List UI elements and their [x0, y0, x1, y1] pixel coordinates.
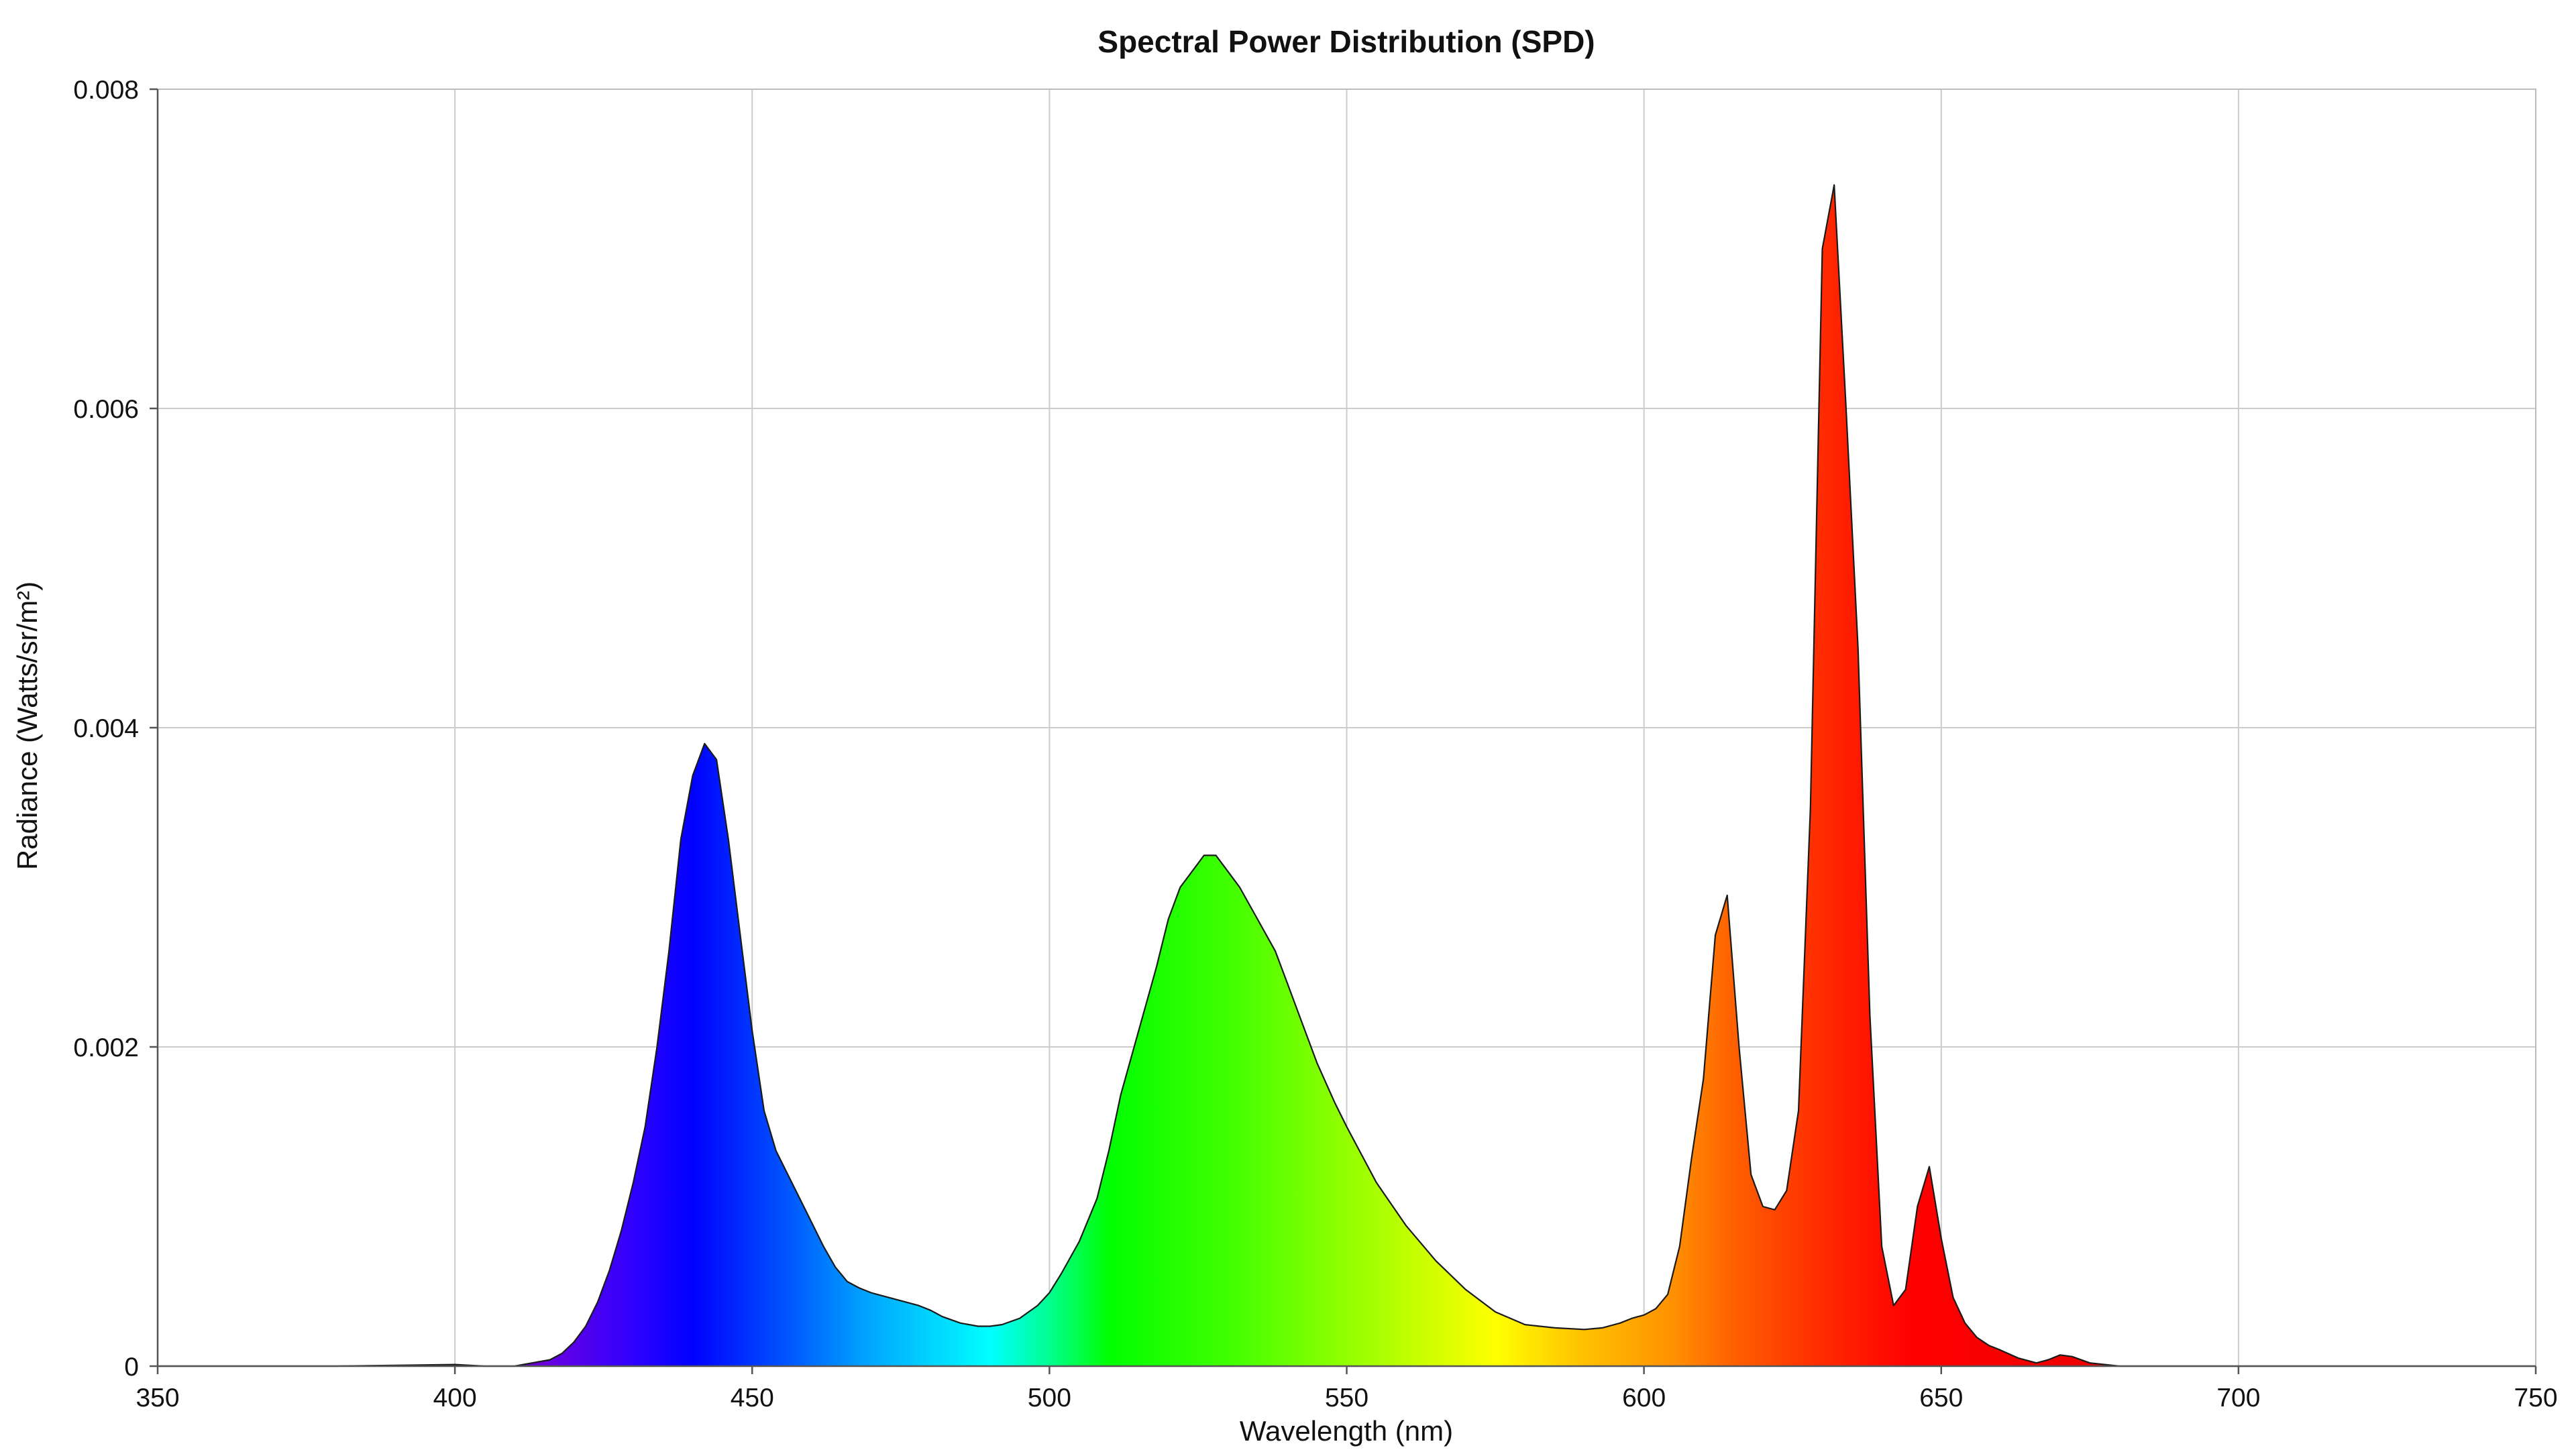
y-tick-label: 0.008: [73, 76, 139, 105]
x-axis-label: Wavelength (nm): [1240, 1415, 1453, 1447]
x-tick-label: 450: [731, 1384, 774, 1412]
y-tick-label: 0.006: [73, 395, 139, 424]
x-tick-label: 550: [1325, 1384, 1368, 1412]
x-tick-label: 650: [1919, 1384, 1963, 1412]
spectrum-area: [158, 184, 2536, 1366]
y-tick-label: 0: [124, 1353, 139, 1382]
x-tick-label: 700: [2216, 1384, 2260, 1412]
x-tick-label: 350: [136, 1384, 179, 1412]
spectrum-area-layer: [158, 184, 2536, 1367]
x-tick-label: 500: [1028, 1384, 1071, 1412]
y-tick-label: 0.002: [73, 1034, 139, 1062]
y-axis-label: Radiance (Watts/sr/m²): [11, 581, 43, 870]
x-tick-label: 400: [433, 1384, 477, 1412]
y-tick-label: 0.004: [73, 714, 139, 743]
chart-title: Spectral Power Distribution (SPD): [1097, 24, 1595, 59]
spectrum-line: [158, 184, 2536, 1367]
x-tick-label: 750: [2514, 1384, 2557, 1412]
x-tick-label: 600: [1622, 1384, 1666, 1412]
tick-labels: 350 400 450 500 550 600 650 700 750 0 0.002 0.004 0.…: [73, 76, 2557, 1412]
